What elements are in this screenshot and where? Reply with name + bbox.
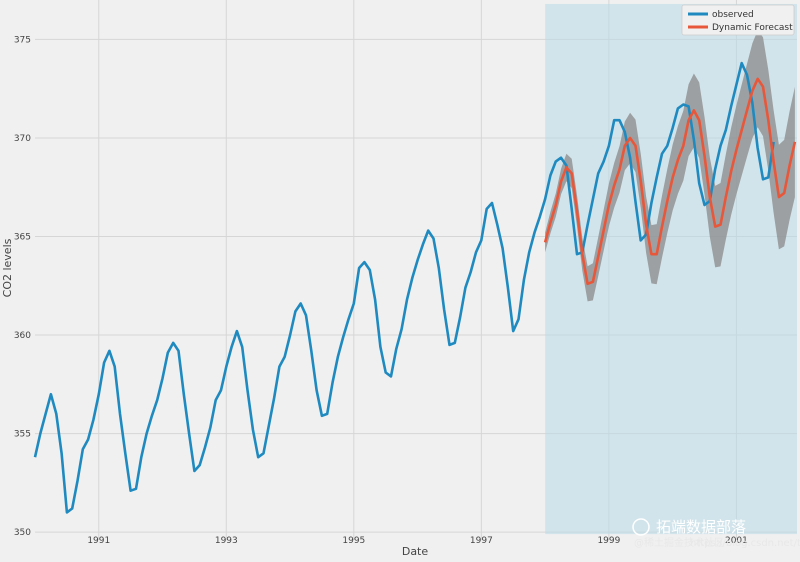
- y-tick-label-365: 365: [14, 232, 31, 242]
- watermark-url-text: https://blog.csdn.net/tecdat1990: [690, 538, 800, 549]
- x-tick-label-1999: 1999: [597, 536, 620, 546]
- y-tick-label-370: 370: [14, 134, 31, 144]
- y-tick-label-350: 350: [14, 528, 31, 538]
- watermark-sub-text: @稀土掘金技术社区: [634, 536, 724, 549]
- y-tick-label-360: 360: [14, 331, 31, 341]
- watermark: 拓端数据部落 @稀土掘金技术社区 https://blog.csdn.net/t…: [632, 518, 800, 549]
- y-tick-label-355: 355: [14, 430, 31, 440]
- x-tick-label-1993: 1993: [215, 536, 238, 546]
- watermark-main-text: 拓端数据部落: [656, 518, 746, 536]
- x-axis-label: Date: [402, 545, 429, 558]
- observed-series-line: [33, 61, 775, 514]
- legend-box: [681, 4, 795, 36]
- forecast-confidence-band: [545, 30, 795, 302]
- forecast-series-line: [543, 77, 797, 286]
- x-tick-label-1995: 1995: [342, 536, 365, 546]
- x-tick-label-1991: 1991: [87, 536, 110, 546]
- y-tick-labels: 350 355 360 365 370 375: [14, 35, 31, 538]
- legend: observed Dynamic Forecast: [681, 4, 795, 36]
- x-tick-labels: 1991 1993 1995 1997 1999 2001: [87, 536, 748, 546]
- x-tick-label-2001: 2001: [725, 536, 748, 546]
- watermark-logo-icon: [632, 518, 650, 536]
- x-tick-label-1997: 1997: [470, 536, 493, 546]
- y-tick-label-375: 375: [14, 35, 31, 45]
- y-axis-label: CO2 levels: [1, 238, 14, 297]
- legend-forecast-label: Dynamic Forecast: [712, 23, 793, 33]
- legend-observed-label: observed: [712, 10, 754, 20]
